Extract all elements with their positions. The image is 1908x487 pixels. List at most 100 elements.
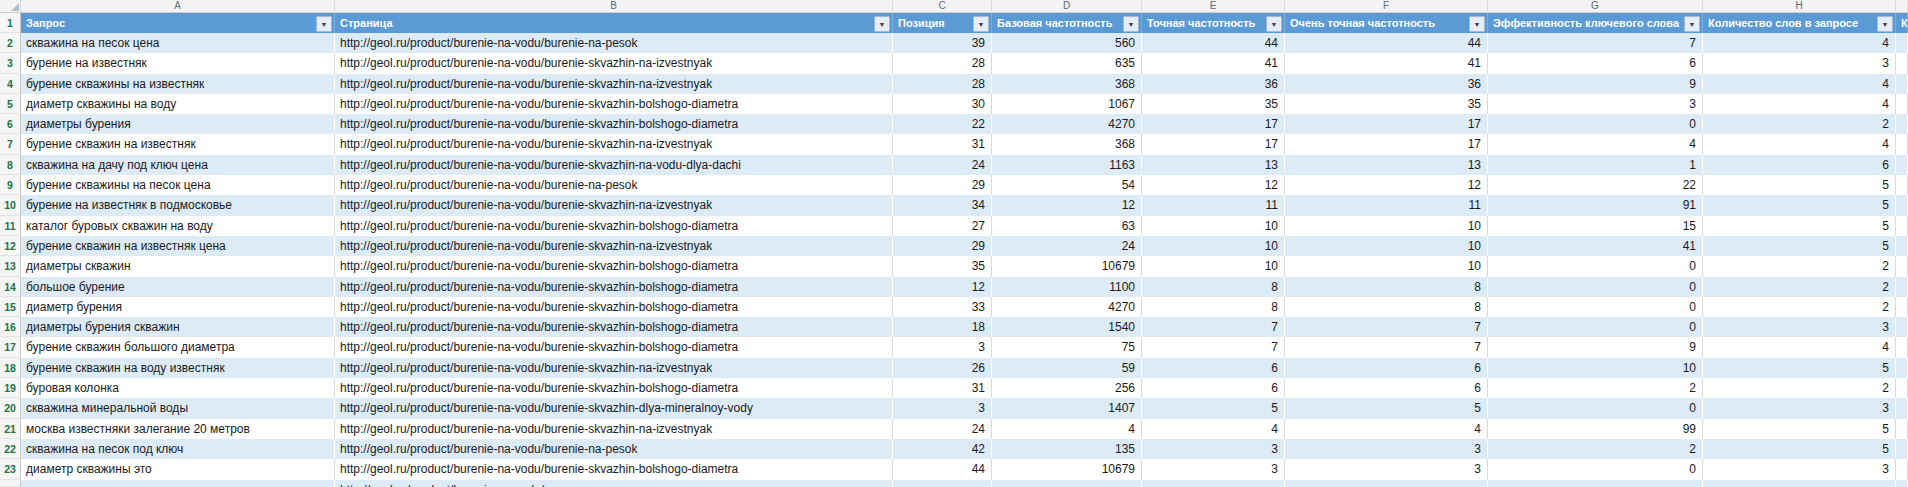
cell-very-exact-frequency[interactable]: 17 xyxy=(1285,134,1488,154)
column-letter-G[interactable]: G xyxy=(1488,0,1703,13)
cell-query[interactable]: бурение скважин на известняк цена xyxy=(21,236,335,256)
cell-base-frequency[interactable]: 368 xyxy=(992,134,1142,154)
cell-partial-next-column[interactable] xyxy=(1896,74,1908,94)
cell-very-exact-frequency[interactable] xyxy=(1285,480,1488,487)
cell-keyword-effectiveness[interactable]: 2 xyxy=(1488,439,1703,459)
cell-query[interactable]: буровая колонка xyxy=(21,378,335,398)
cell-very-exact-frequency[interactable]: 8 xyxy=(1285,297,1488,317)
cell-page[interactable]: http://geol.ru/product/burenie-na-vodu/b… xyxy=(335,236,893,256)
cell-position[interactable]: 34 xyxy=(893,195,992,215)
cell-exact-frequency[interactable]: 10 xyxy=(1142,236,1285,256)
cell-partial-next-column[interactable] xyxy=(1896,134,1908,154)
cell-partial-next-column[interactable] xyxy=(1896,297,1908,317)
row-header-1[interactable]: 1 xyxy=(0,13,21,33)
cell-query[interactable]: диаметр скважины это xyxy=(21,459,335,479)
column-letter-D[interactable]: D xyxy=(992,0,1142,13)
cell-query[interactable]: диаметр скважины на воду xyxy=(21,94,335,114)
cell-partial-next-column[interactable] xyxy=(1896,398,1908,418)
cell-query[interactable]: бурение скважины на песок цена xyxy=(21,175,335,195)
cell-partial-next-column[interactable] xyxy=(1896,33,1908,53)
cell-position[interactable]: 28 xyxy=(893,74,992,94)
cell-base-frequency[interactable]: 1407 xyxy=(992,398,1142,418)
cell-word-count[interactable]: 4 xyxy=(1703,33,1896,53)
cell-partial-next-column[interactable] xyxy=(1896,175,1908,195)
cell-query[interactable]: бурение скважин большого диаметра xyxy=(21,337,335,357)
cell-word-count[interactable]: 4 xyxy=(1703,337,1896,357)
cell-base-frequency[interactable]: 75 xyxy=(992,337,1142,357)
cell-position[interactable]: 3 xyxy=(893,337,992,357)
cell-partial-next-column[interactable] xyxy=(1896,459,1908,479)
cell-word-count[interactable]: 2 xyxy=(1703,277,1896,297)
cell-exact-frequency[interactable]: 5 xyxy=(1142,398,1285,418)
cell-exact-frequency[interactable]: 3 xyxy=(1142,459,1285,479)
cell-word-count[interactable] xyxy=(1703,480,1896,487)
column-letter-A[interactable]: A xyxy=(21,0,335,13)
cell-exact-frequency[interactable]: 6 xyxy=(1142,378,1285,398)
cell-very-exact-frequency[interactable]: 35 xyxy=(1285,94,1488,114)
cell-position[interactable]: 22 xyxy=(893,114,992,134)
cell-position[interactable]: 18 xyxy=(893,317,992,337)
cell-word-count[interactable]: 4 xyxy=(1703,94,1896,114)
filter-button-query[interactable]: ▼ xyxy=(316,16,332,32)
cell-query[interactable]: бурение на известняк в подмосковье xyxy=(21,195,335,215)
cell-exact-frequency[interactable]: 13 xyxy=(1142,155,1285,175)
row-header-5[interactable]: 5 xyxy=(0,94,21,114)
cell-very-exact-frequency[interactable]: 12 xyxy=(1285,175,1488,195)
cell-keyword-effectiveness[interactable]: 0 xyxy=(1488,277,1703,297)
cell-position[interactable]: 29 xyxy=(893,175,992,195)
header-page[interactable]: Страница▼ xyxy=(335,13,893,33)
cell-keyword-effectiveness[interactable]: 6 xyxy=(1488,53,1703,73)
cell-word-count[interactable]: 5 xyxy=(1703,195,1896,215)
cell-partial-next-column[interactable] xyxy=(1896,94,1908,114)
row-header-20[interactable]: 20 xyxy=(0,398,21,418)
row-header-11[interactable]: 11 xyxy=(0,216,21,236)
cell-base-frequency[interactable] xyxy=(992,480,1142,487)
cell-position[interactable]: 42 xyxy=(893,439,992,459)
column-letter-partial[interactable] xyxy=(1896,0,1908,13)
cell-very-exact-frequency[interactable]: 10 xyxy=(1285,236,1488,256)
cell-very-exact-frequency[interactable]: 36 xyxy=(1285,74,1488,94)
cell-very-exact-frequency[interactable]: 4 xyxy=(1285,419,1488,439)
cell-page[interactable]: http://geol.ru/product/burenie-na-vodu/b… xyxy=(335,256,893,276)
row-header-8[interactable]: 8 xyxy=(0,155,21,175)
cell-word-count[interactable]: 5 xyxy=(1703,236,1896,256)
cell-exact-frequency[interactable]: 4 xyxy=(1142,419,1285,439)
cell-query[interactable] xyxy=(21,480,335,487)
cell-very-exact-frequency[interactable]: 6 xyxy=(1285,358,1488,378)
cell-very-exact-frequency[interactable]: 17 xyxy=(1285,114,1488,134)
row-header-6[interactable]: 6 xyxy=(0,114,21,134)
cell-exact-frequency[interactable]: 35 xyxy=(1142,94,1285,114)
row-header-9[interactable]: 9 xyxy=(0,175,21,195)
row-header-18[interactable]: 18 xyxy=(0,358,21,378)
cell-page[interactable]: http://geol.ru/product/burenie-na-vodu/b… xyxy=(335,114,893,134)
cell-base-frequency[interactable]: 24 xyxy=(992,236,1142,256)
cell-word-count[interactable]: 5 xyxy=(1703,175,1896,195)
cell-query[interactable]: бурение скважин на известняк xyxy=(21,134,335,154)
cell-query[interactable]: скважина на дачу под ключ цена xyxy=(21,155,335,175)
column-letter-B[interactable]: B xyxy=(335,0,893,13)
column-letter-F[interactable]: F xyxy=(1285,0,1488,13)
cell-very-exact-frequency[interactable]: 11 xyxy=(1285,195,1488,215)
cell-page[interactable]: http://geol.ru/product/burenie-na-vodu/b… xyxy=(335,277,893,297)
cell-page[interactable]: http://geol.ru/product/burenie-na-vodu/b… xyxy=(335,378,893,398)
cell-very-exact-frequency[interactable]: 6 xyxy=(1285,378,1488,398)
row-header-4[interactable]: 4 xyxy=(0,74,21,94)
cell-exact-frequency[interactable]: 6 xyxy=(1142,358,1285,378)
cell-very-exact-frequency[interactable]: 7 xyxy=(1285,337,1488,357)
cell-page[interactable]: http://geol.ru/product/burenie-na-vodu/b… xyxy=(335,175,893,195)
cell-word-count[interactable]: 2 xyxy=(1703,297,1896,317)
cell-base-frequency[interactable]: 1067 xyxy=(992,94,1142,114)
row-header-2[interactable]: 2 xyxy=(0,33,21,53)
cell-position[interactable]: 24 xyxy=(893,419,992,439)
filter-button-page[interactable]: ▼ xyxy=(874,16,890,32)
header-exact-frequency[interactable]: Точная частотность▼ xyxy=(1142,13,1285,33)
cell-partial-next-column[interactable] xyxy=(1896,419,1908,439)
cell-keyword-effectiveness[interactable]: 0 xyxy=(1488,398,1703,418)
cell-position[interactable]: 44 xyxy=(893,459,992,479)
cell-exact-frequency[interactable]: 8 xyxy=(1142,297,1285,317)
cell-partial-next-column[interactable] xyxy=(1896,439,1908,459)
cell-query[interactable]: большое бурение xyxy=(21,277,335,297)
cell-word-count[interactable]: 6 xyxy=(1703,155,1896,175)
cell-base-frequency[interactable]: 10679 xyxy=(992,256,1142,276)
cell-exact-frequency[interactable] xyxy=(1142,480,1285,487)
